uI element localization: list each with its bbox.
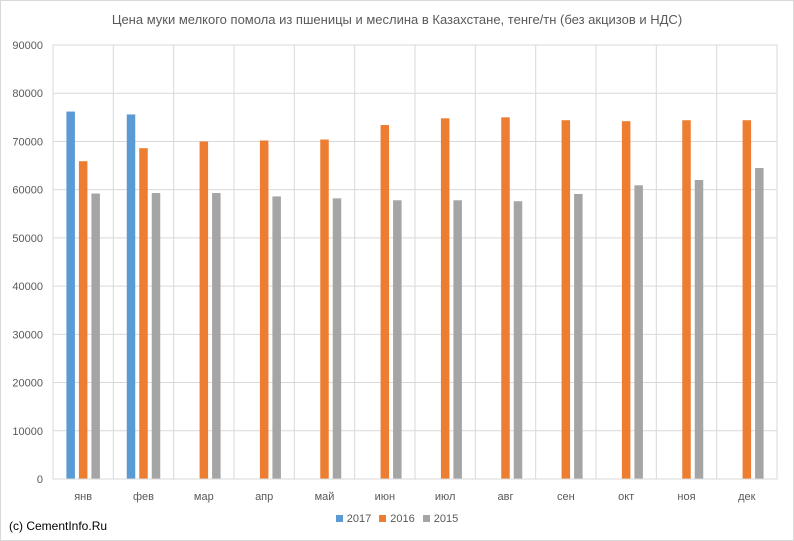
legend-label: 2017 [346, 513, 372, 525]
legend-swatch [335, 515, 343, 522]
y-tick-label: 90000 [12, 40, 43, 52]
x-tick-label: ноя [677, 491, 695, 503]
x-tick-label: фев [133, 491, 154, 503]
y-tick-label: 10000 [12, 426, 43, 438]
x-tick-label: апр [255, 491, 273, 503]
bar-2015-фев [151, 193, 161, 479]
bar-2015-дек [755, 167, 764, 479]
bar-2016-дек [742, 120, 752, 479]
bar-2015-янв [91, 193, 100, 479]
bar-2015-июн [393, 200, 402, 479]
chart-legend: 2017 2016 2015 [1, 513, 793, 525]
legend-swatch [422, 515, 430, 522]
bar-2015-окт [634, 185, 643, 479]
x-tick-label: сен [557, 491, 575, 503]
legend-item-2015: 2015 [422, 513, 459, 525]
legend-swatch [379, 515, 387, 522]
y-tick-label: 40000 [12, 281, 43, 293]
bar-2017-фев [126, 114, 136, 479]
y-tick-label: 80000 [12, 88, 43, 100]
copyright-text: (c) CementInfo.Ru [9, 519, 108, 533]
x-tick-label: дек [738, 491, 756, 503]
y-tick-label: 20000 [12, 378, 43, 390]
x-tick-label: янв [74, 491, 92, 503]
legend-label: 2016 [390, 513, 415, 525]
y-tick-label: 50000 [12, 233, 43, 245]
bar-2016-авг [501, 117, 510, 479]
bar-2016-июн [380, 125, 390, 479]
bar-2016-фев [139, 148, 148, 479]
bar-2016-май [320, 139, 329, 479]
legend-item-2017: 2017 [335, 513, 372, 525]
y-tick-label: 70000 [12, 136, 43, 148]
chart-title: Цена муки мелкого помола из пшеницы и ме… [111, 12, 683, 27]
x-tick-label: авг [498, 491, 514, 503]
x-tick-label: май [315, 491, 335, 503]
bar-2016-июл [440, 118, 450, 479]
bar-2015-мар [212, 193, 221, 479]
bar-2015-июл [453, 200, 462, 479]
y-tick-label: 0 [37, 474, 43, 486]
bar-2015-авг [513, 201, 523, 480]
x-tick-label: июл [435, 491, 456, 503]
x-tick-label: мар [194, 491, 214, 503]
bar-2015-сен [574, 194, 583, 480]
bar-2016-сен [561, 120, 571, 479]
bar-2015-ноя [694, 180, 704, 479]
bar-2015-май [332, 198, 342, 479]
x-tick-label: июн [375, 491, 395, 503]
y-tick-label: 30000 [12, 329, 43, 341]
bar-2016-окт [621, 121, 631, 480]
bar-2015-апр [272, 196, 281, 479]
legend-label: 2015 [433, 513, 459, 525]
x-tick-label: окт [618, 491, 634, 503]
y-tick-label: 60000 [12, 185, 43, 197]
bar-2016-янв [78, 161, 88, 479]
bar-2016-мар [199, 141, 209, 479]
bar-2017-янв [66, 111, 75, 480]
bar-2016-ноя [682, 120, 691, 479]
bar-2016-апр [259, 140, 269, 480]
legend-item-2016: 2016 [379, 513, 415, 525]
